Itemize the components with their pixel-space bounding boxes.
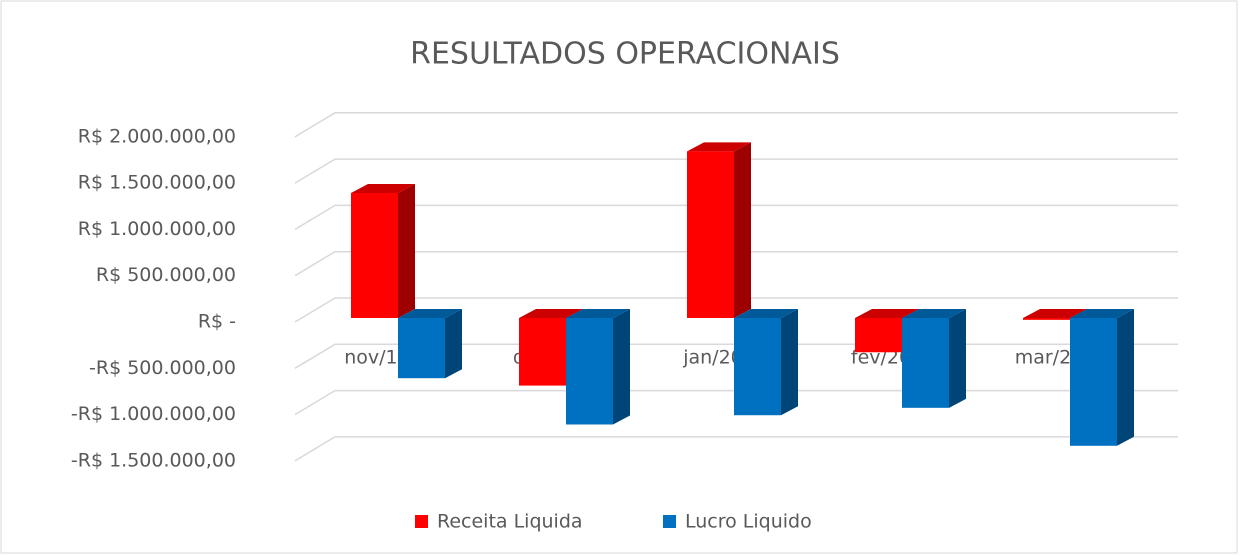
legend-label: Lucro Liquido [685, 511, 812, 533]
bar-top [1070, 309, 1134, 318]
y-tick-label: R$ 500.000,00 [96, 264, 236, 286]
bar [566, 318, 613, 425]
bar [519, 318, 566, 386]
grid-line [294, 204, 1178, 231]
legend-label: Receita Liquida [437, 511, 583, 533]
legend-swatch [415, 515, 428, 528]
bar [398, 318, 445, 379]
legend-swatch [663, 515, 676, 528]
bar-side [613, 309, 630, 425]
bar [687, 151, 734, 318]
bar-top [687, 142, 751, 152]
bar [351, 192, 398, 318]
y-tick-label: R$ - [198, 311, 236, 333]
bar-side [781, 309, 798, 416]
bar-side [445, 309, 462, 379]
bar [902, 318, 949, 408]
x-tick-label: jan/20 [682, 347, 743, 369]
y-tick-label: R$ 1.000.000,00 [78, 218, 236, 240]
bar-top [398, 309, 462, 318]
grid-line [294, 389, 1178, 416]
x-tick-label: nov/19 [344, 347, 410, 369]
y-tick-label: R$ 2.000.000,00 [78, 125, 236, 147]
grid-line [294, 112, 1178, 138]
chart-title: RESULTADOS OPERACIONAIS [410, 37, 840, 72]
y-tick-label: -R$ 1.000.000,00 [71, 403, 236, 425]
bar-side [398, 183, 415, 318]
bar-top [351, 183, 415, 193]
bar-side [1117, 309, 1134, 446]
bar-top [1023, 309, 1087, 318]
bar-side [734, 142, 751, 318]
bar [1023, 318, 1070, 320]
bar [855, 318, 902, 353]
grid-line [294, 158, 1178, 184]
bar-top [855, 309, 919, 318]
y-tick-label: -R$ 500.000,00 [89, 357, 236, 379]
x-tick-label: mar/20 [1015, 347, 1084, 369]
bar-top [734, 309, 798, 318]
bar [1070, 318, 1117, 446]
bar-top [519, 309, 583, 318]
y-tick-label: -R$ 1.500.000,00 [71, 449, 236, 471]
bar-top [566, 309, 630, 318]
bar [734, 318, 781, 416]
grid-line [294, 250, 1178, 277]
grid-line [294, 436, 1178, 462]
grid-line [294, 297, 1178, 323]
y-tick-label: R$ 1.500.000,00 [78, 172, 236, 194]
bar-top [902, 309, 966, 318]
bar-side [949, 309, 966, 408]
